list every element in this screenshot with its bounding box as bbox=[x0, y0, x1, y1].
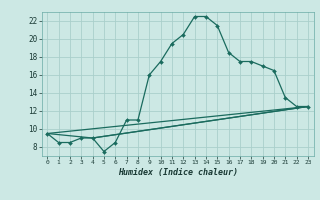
X-axis label: Humidex (Indice chaleur): Humidex (Indice chaleur) bbox=[118, 168, 237, 177]
